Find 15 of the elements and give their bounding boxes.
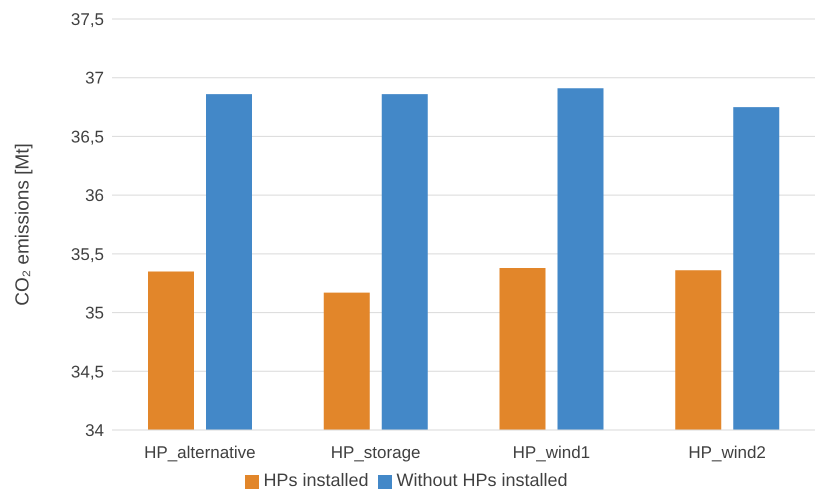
y-tick-label: 34,5 <box>70 362 104 382</box>
y-axis-title: CO₂ emissions [Mt] <box>12 143 34 306</box>
y-tick-label: 36 <box>85 186 104 206</box>
x-tick-label: HP_alternative <box>144 443 256 462</box>
legend-label: HPs installed <box>263 470 368 490</box>
legend-label: Without HPs installed <box>396 470 568 490</box>
y-tick-label: 37,5 <box>70 10 104 30</box>
y-tick-label: 34 <box>85 421 104 440</box>
y-tick-label: 36,5 <box>70 127 104 146</box>
x-tick-label: HP_storage <box>330 443 421 462</box>
y-tick-label: 35 <box>85 304 104 323</box>
x-tick-label: HP_wind1 <box>512 443 590 462</box>
y-tick-label: 37 <box>85 68 104 88</box>
y-tick-label: 35,5 <box>70 244 104 264</box>
x-tick-label: HP_wind2 <box>688 443 766 462</box>
